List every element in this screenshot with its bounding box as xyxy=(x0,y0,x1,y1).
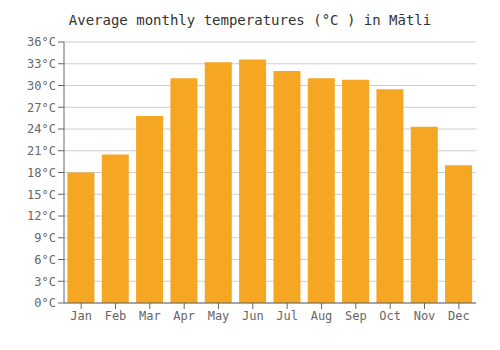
svg-text:30°C: 30°C xyxy=(27,79,56,93)
svg-text:Mar: Mar xyxy=(139,309,161,323)
svg-text:Sep: Sep xyxy=(345,309,367,323)
html-text:Average monthly temperatures (: Average monthly temperatures (°C ) in Mā… xyxy=(68,12,432,28)
svg-text:Oct: Oct xyxy=(379,309,401,323)
svg-text:0°C: 0°C xyxy=(34,296,56,310)
svg-text:15°C: 15°C xyxy=(27,188,56,202)
svg-text:36°C: 36°C xyxy=(27,35,56,49)
svg-text:21°C: 21°C xyxy=(27,144,56,158)
svg-text:Feb: Feb xyxy=(105,309,127,323)
svg-text:Jul: Jul xyxy=(276,309,298,323)
svg-text:12°C: 12°C xyxy=(27,209,56,223)
svg-text:9°C: 9°C xyxy=(34,231,56,245)
svg-text:3°C: 3°C xyxy=(34,275,56,289)
svg-text:33°C: 33°C xyxy=(27,57,56,71)
svg-text:18°C: 18°C xyxy=(27,166,56,180)
svg-text:Dec: Dec xyxy=(448,309,470,323)
svg-text:27°C: 27°C xyxy=(27,101,56,115)
svg-text:May: May xyxy=(208,309,230,323)
svg-text:Nov: Nov xyxy=(414,309,436,323)
svg-text:6°C: 6°C xyxy=(34,253,56,267)
svg-text:Jan: Jan xyxy=(70,309,92,323)
svg-text:24°C: 24°C xyxy=(27,122,56,136)
svg-text:Jun: Jun xyxy=(242,309,264,323)
svg-text:Apr: Apr xyxy=(173,309,195,323)
svg-text:Aug: Aug xyxy=(311,309,333,323)
